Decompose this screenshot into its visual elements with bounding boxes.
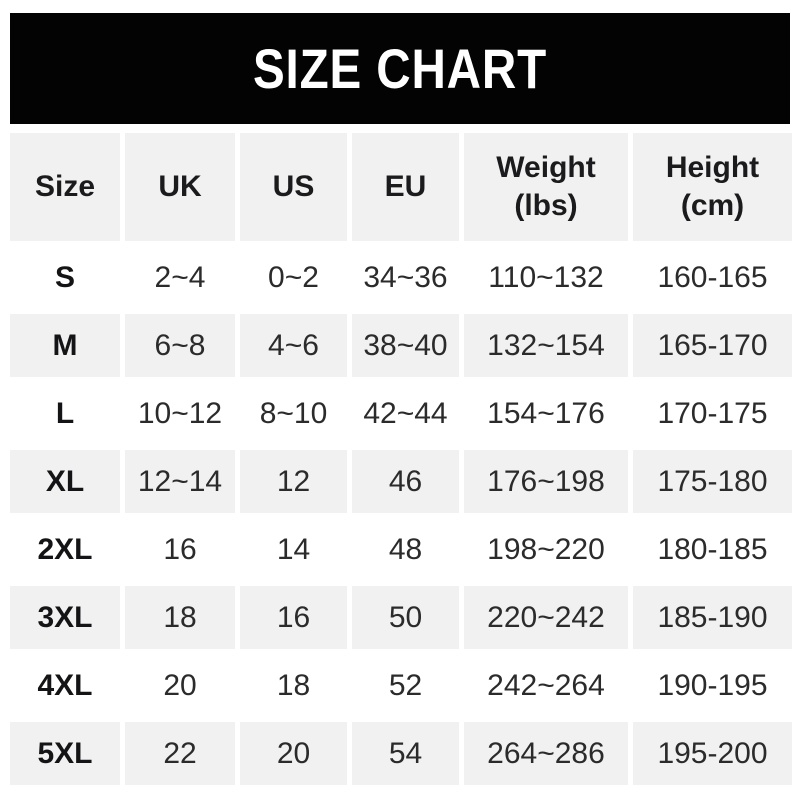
- header-label: Weight: [496, 151, 596, 184]
- header-label: Height: [665, 151, 760, 184]
- value-cell: 20: [125, 654, 235, 717]
- value-cell: 10~12: [125, 382, 235, 445]
- value-cell: 170-175: [633, 382, 792, 445]
- header-sublabel: (cm): [680, 189, 745, 222]
- value-cell: 176~198: [464, 450, 628, 513]
- page: SIZE CHART Size UK US EU Weight (lbs) Height (c…: [0, 13, 800, 800]
- value-cell: 14: [240, 518, 347, 581]
- size-cell: M: [10, 314, 120, 377]
- value-cell: 242~264: [464, 654, 628, 717]
- value-cell: 175-180: [633, 450, 792, 513]
- value-cell: 198~220: [464, 518, 628, 581]
- value-cell: 48: [352, 518, 459, 581]
- value-cell: 52: [352, 654, 459, 717]
- value-cell: 4~6: [240, 314, 347, 377]
- header-cell-us: US: [240, 133, 347, 241]
- value-cell: 22: [125, 722, 235, 785]
- header-cell-uk: UK: [125, 133, 235, 241]
- value-cell: 154~176: [464, 382, 628, 445]
- header-label: Size: [34, 170, 96, 203]
- value-cell: 50: [352, 586, 459, 649]
- value-cell: 34~36: [352, 246, 459, 309]
- size-cell: 5XL: [10, 722, 120, 785]
- value-cell: 195-200: [633, 722, 792, 785]
- value-cell: 220~242: [464, 586, 628, 649]
- value-cell: 18: [125, 586, 235, 649]
- value-cell: 18: [240, 654, 347, 717]
- size-table: Size UK US EU Weight (lbs) Height (cm) S 2~4 0~2 34…: [10, 133, 792, 785]
- size-cell: 3XL: [10, 586, 120, 649]
- value-cell: 160-165: [633, 246, 792, 309]
- value-cell: 42~44: [352, 382, 459, 445]
- banner: SIZE CHART: [10, 13, 790, 124]
- value-cell: 180-185: [633, 518, 792, 581]
- size-cell: L: [10, 382, 120, 445]
- header-sublabel: (lbs): [514, 189, 578, 222]
- header-cell-height: Height (cm): [633, 133, 792, 241]
- value-cell: 2~4: [125, 246, 235, 309]
- value-cell: 54: [352, 722, 459, 785]
- header-cell-eu: EU: [352, 133, 459, 241]
- size-cell: 4XL: [10, 654, 120, 717]
- header-cell-size: Size: [10, 133, 120, 241]
- value-cell: 16: [240, 586, 347, 649]
- value-cell: 12: [240, 450, 347, 513]
- value-cell: 8~10: [240, 382, 347, 445]
- header-label: EU: [384, 170, 427, 203]
- value-cell: 46: [352, 450, 459, 513]
- header-label: UK: [158, 170, 202, 203]
- value-cell: 38~40: [352, 314, 459, 377]
- value-cell: 6~8: [125, 314, 235, 377]
- value-cell: 190-195: [633, 654, 792, 717]
- size-cell: 2XL: [10, 518, 120, 581]
- value-cell: 12~14: [125, 450, 235, 513]
- value-cell: 264~286: [464, 722, 628, 785]
- header-label: US: [272, 170, 315, 203]
- value-cell: 132~154: [464, 314, 628, 377]
- header-cell-weight: Weight (lbs): [464, 133, 628, 241]
- size-cell: S: [10, 246, 120, 309]
- size-cell: XL: [10, 450, 120, 513]
- value-cell: 20: [240, 722, 347, 785]
- value-cell: 16: [125, 518, 235, 581]
- value-cell: 165-170: [633, 314, 792, 377]
- value-cell: 110~132: [464, 246, 628, 309]
- page-title: SIZE CHART: [252, 37, 548, 100]
- value-cell: 185-190: [633, 586, 792, 649]
- value-cell: 0~2: [240, 246, 347, 309]
